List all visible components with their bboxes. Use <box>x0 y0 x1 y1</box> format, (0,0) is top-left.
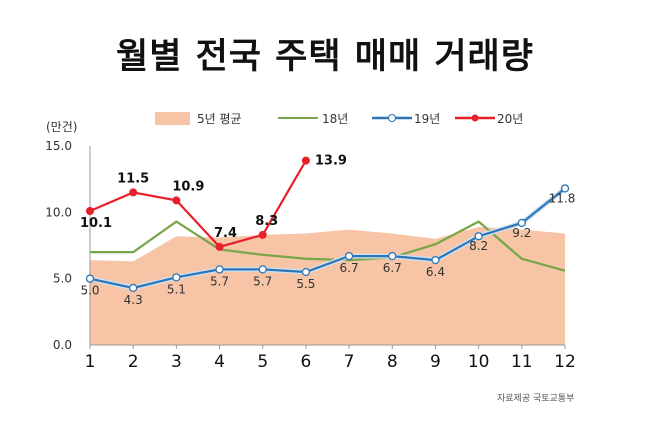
series-19-point <box>258 265 267 274</box>
data-label-19: 6.7 <box>340 261 359 275</box>
series-19-point <box>172 273 181 282</box>
series-line-20년 <box>89 160 307 249</box>
legend-marker-19 <box>388 114 396 122</box>
data-label-19: 11.8 <box>549 191 576 205</box>
data-label-20: 13.9 <box>315 154 347 169</box>
data-label-19: 8.2 <box>469 239 488 253</box>
x-tick-label: 8 <box>387 352 398 372</box>
series-19-point <box>388 251 397 261</box>
area-5yr-average <box>90 226 565 345</box>
x-tick-label: 2 <box>128 352 139 372</box>
legend-label: 5년 평균 <box>197 112 242 126</box>
legend-label: 19년 <box>414 112 440 126</box>
series-20-point <box>86 207 94 216</box>
data-label-19: 5.0 <box>80 284 99 298</box>
legend-marker-20 <box>471 114 479 122</box>
y-tick-label: 10.0 <box>45 205 72 219</box>
y-axis-unit: (만건) <box>46 120 77 134</box>
data-label-19: 5.7 <box>253 274 272 288</box>
chart-title: 월별 전국 주택 매매 거래량 <box>116 37 534 77</box>
x-tick-label: 10 <box>468 352 490 372</box>
source-note: 자료제공 국토교통부 <box>497 394 575 404</box>
series-19-point <box>85 274 95 283</box>
x-tick-label: 3 <box>171 352 182 372</box>
x-tick-label: 9 <box>430 352 441 372</box>
series-19-point <box>474 232 483 241</box>
series-19-point <box>129 283 138 293</box>
x-tick-label: 4 <box>214 352 225 372</box>
x-tick-label: 5 <box>257 352 268 372</box>
legend-label: 18년 <box>322 112 348 126</box>
y-tick-label: 15.0 <box>45 139 72 153</box>
series-19-point <box>301 267 311 277</box>
data-label-19: 4.3 <box>124 293 143 307</box>
x-tick-label: 6 <box>300 352 311 372</box>
data-label-19: 6.4 <box>426 265 445 279</box>
legend-swatch-5yr <box>155 112 190 125</box>
series-19-point <box>517 218 526 228</box>
data-label-19: 5.5 <box>296 277 315 291</box>
series-19-point <box>431 255 440 265</box>
series-20-point <box>129 188 138 197</box>
series-20-point <box>258 230 267 239</box>
series-20-point <box>301 156 310 165</box>
data-label-20: 7.4 <box>214 226 237 241</box>
y-tick-label: 5.0 <box>53 272 72 286</box>
legend-label: 20년 <box>497 112 523 126</box>
x-tick-label: 7 <box>344 352 355 372</box>
data-label-19: 9.2 <box>512 226 531 240</box>
x-tick-label: 12 <box>554 352 576 372</box>
data-label-20: 11.5 <box>117 171 149 186</box>
data-label-20: 8.3 <box>255 214 278 229</box>
series-19-point <box>215 265 224 274</box>
series-line-19년 <box>89 187 566 290</box>
data-label-19: 5.1 <box>167 282 186 296</box>
series-20-point <box>172 196 181 205</box>
series-line-18년 <box>90 220 566 272</box>
series-20-point <box>215 242 224 251</box>
data-label-20: 10.1 <box>80 216 112 231</box>
y-tick-label: 0.0 <box>53 338 72 352</box>
x-tick-label: 1 <box>85 352 96 372</box>
data-label-19: 5.7 <box>210 274 229 288</box>
x-tick-label: 11 <box>511 352 533 372</box>
series-19-point <box>344 251 354 261</box>
series-19-point <box>560 184 570 193</box>
data-label-19: 6.7 <box>383 261 402 275</box>
data-label-20: 10.9 <box>172 179 204 194</box>
